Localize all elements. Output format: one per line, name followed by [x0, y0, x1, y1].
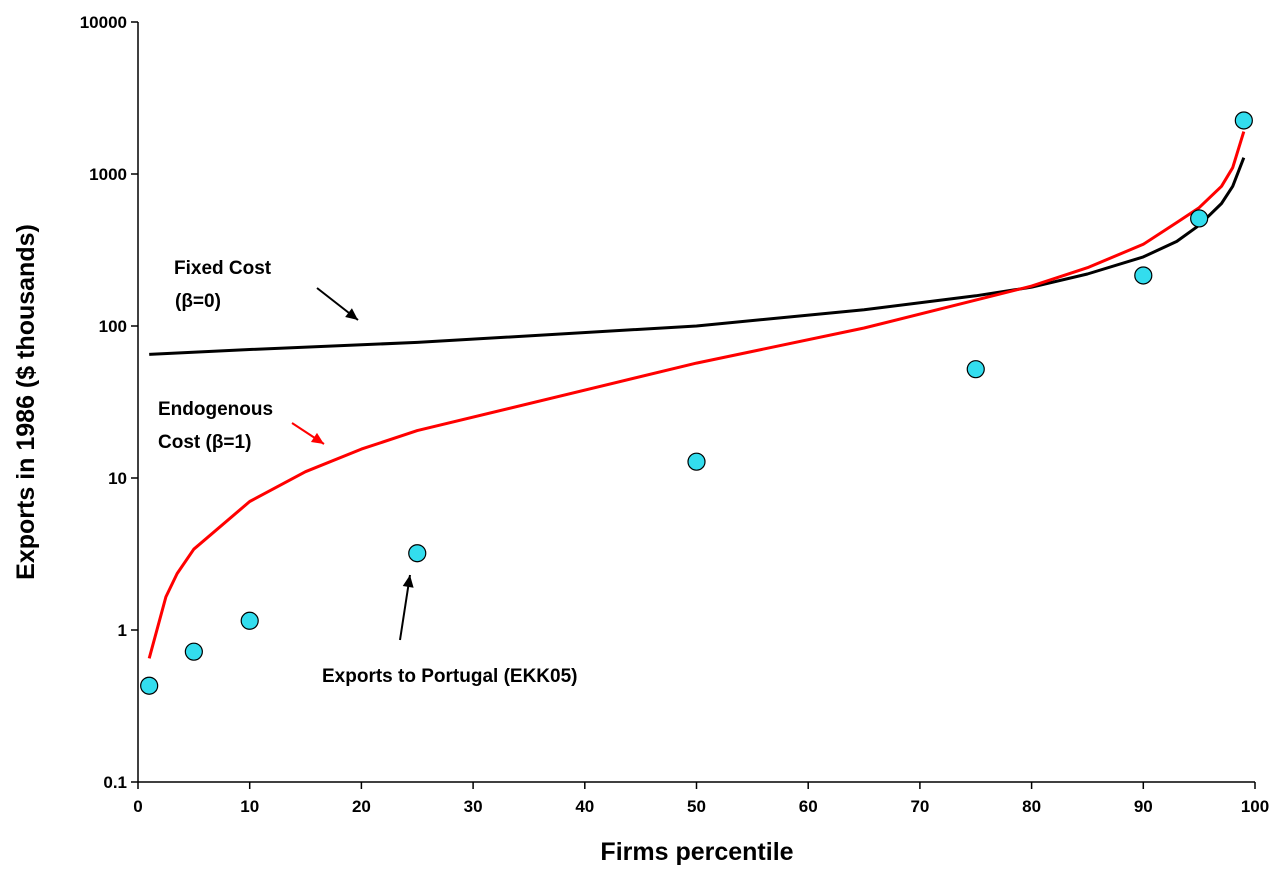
y-tick-label: 100 [99, 317, 127, 336]
y-tick-label: 10000 [80, 13, 127, 32]
endogenous-cost-arrow-head [310, 432, 324, 444]
annotation-endogenous-cost-line2: Cost (β=1) [158, 432, 251, 453]
annotation-fixed-cost-line2: (β=0) [175, 291, 221, 312]
annotation-exports-portugal: Exports to Portugal (EKK05) [322, 666, 577, 687]
export-data-point [1234, 111, 1253, 130]
y-tick-label: 1 [118, 621, 127, 640]
export-data-point [240, 611, 259, 630]
y-ticks: 0.1 1 10 100 1000 10000 [80, 13, 138, 792]
y-tick-label: 0.1 [103, 773, 127, 792]
x-tick-label: 10 [240, 797, 259, 816]
x-tick-label: 0 [133, 797, 142, 816]
x-tick-label: 50 [687, 797, 706, 816]
series-layer [140, 111, 1253, 695]
x-ticks: 0 10 20 30 40 50 60 70 80 90 100 [133, 782, 1269, 816]
annotation-arrows [291, 287, 414, 641]
x-axis-title: Firms percentile [600, 838, 793, 866]
y-tick-label: 1000 [89, 165, 127, 184]
endogenous-cost-line [147, 131, 1246, 659]
fixed-cost-line [149, 157, 1246, 356]
x-tick-label: 90 [1134, 797, 1153, 816]
export-data-point [1190, 209, 1209, 228]
plot-area: 0.1 1 10 100 1000 10000 0 10 20 30 40 50 60 70 80 90 10… [80, 13, 1269, 816]
x-tick-label: 80 [1022, 797, 1041, 816]
annotation-fixed-cost-line1: Fixed Cost [174, 258, 272, 279]
fixed-cost-arrow-head [345, 308, 358, 320]
annotation-endogenous-cost-line1: Endogenous [158, 399, 273, 420]
x-tick-label: 60 [799, 797, 818, 816]
x-tick-label: 30 [464, 797, 483, 816]
y-tick-label: 10 [108, 469, 127, 488]
export-data-point [140, 676, 159, 695]
x-tick-label: 40 [575, 797, 594, 816]
exports-portugal-arrow-head [402, 575, 414, 588]
x-tick-label: 70 [910, 797, 929, 816]
export-data-point [184, 642, 203, 661]
export-data-point [1134, 266, 1153, 285]
x-tick-label: 20 [352, 797, 371, 816]
export-data-point [687, 452, 706, 471]
y-axis-title: Exports in 1986 ($ thousands) [12, 224, 40, 580]
export-data-point [408, 544, 427, 563]
export-data-point [966, 360, 985, 379]
x-tick-label: 100 [1241, 797, 1269, 816]
